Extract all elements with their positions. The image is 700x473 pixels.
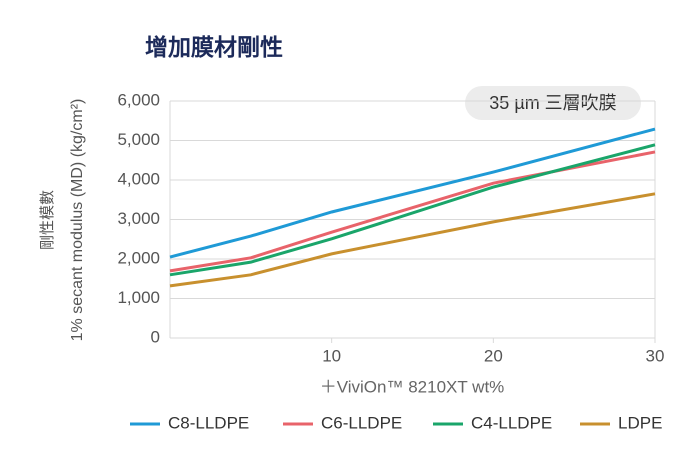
x-tick-label: 10 [322, 346, 341, 365]
y-tick-label: 2,000 [117, 248, 160, 267]
legend-label: C4-LLDPE [471, 413, 552, 432]
line [169, 127, 656, 259]
y-tick-label: 4,000 [117, 169, 160, 188]
y-tick-label: 6,000 [117, 90, 160, 109]
x-axis-label: ＋ViviOn™ 8210XT wt% [320, 377, 505, 396]
annotation: 35 µm 三層吹膜 [489, 93, 616, 113]
x-tick-label: 30 [646, 346, 665, 365]
line [169, 143, 656, 277]
legend-label: C6-LLDPE [321, 413, 402, 432]
y-tick-label: 5,000 [117, 130, 160, 149]
line [169, 192, 656, 288]
y-tick-label: 0 [151, 327, 160, 346]
x-tick-label: 20 [484, 346, 503, 365]
y-tick-label: 3,000 [117, 209, 160, 228]
annotation-box [465, 86, 641, 120]
y-axis-label-zh: 剛性模數 [39, 190, 56, 250]
chart-title: 增加膜材剛性 [145, 34, 283, 60]
y-axis-label: 1% secant modulus (MD) (kg/cm²) [69, 99, 86, 342]
legend-label: LDPE [618, 413, 662, 432]
legend-label: C8-LLDPE [168, 413, 249, 432]
y-tick-label: 1,000 [117, 288, 160, 307]
line [169, 150, 656, 273]
